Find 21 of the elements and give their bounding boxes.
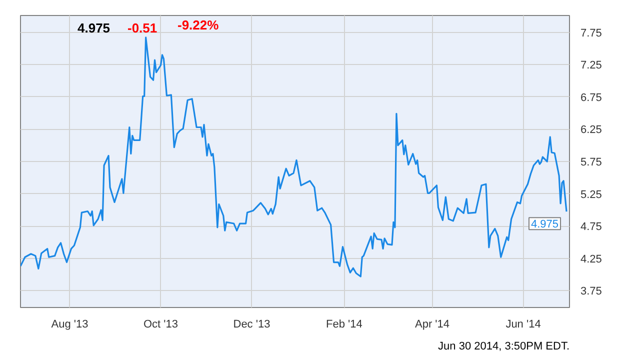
- x-tick-label: Oct '13: [143, 318, 178, 330]
- annotation: 4.975: [530, 218, 559, 231]
- y-tick-label: 7.25: [580, 60, 602, 72]
- x-tick-label: Dec '13: [233, 318, 270, 330]
- line-series: [20, 36, 568, 278]
- y-tick-label: 3.75: [580, 286, 602, 298]
- y-tick-label: 5.75: [580, 156, 602, 168]
- annotation: -9.22%: [178, 18, 220, 32]
- y-tick-label: 6.25: [580, 124, 602, 136]
- y-tick-label: 4.75: [580, 221, 602, 234]
- x-tick-label: Feb '14: [326, 318, 362, 330]
- text: Jun 30 2014, 3:50PM EDT.: [438, 340, 570, 352]
- y-tick-label: 5.25: [580, 188, 602, 201]
- x-tick-label: Jun '14: [506, 318, 541, 330]
- y-tick-label: 4.25: [580, 253, 602, 266]
- annotation: 4.975: [78, 20, 110, 36]
- y-tick-label: 7.75: [580, 27, 602, 40]
- x-tick-label: Aug '13: [51, 318, 88, 330]
- y-tick-label: 6.75: [580, 92, 602, 104]
- annotation: -0.51: [128, 20, 158, 36]
- x-tick-label: Apr '14: [414, 318, 450, 330]
